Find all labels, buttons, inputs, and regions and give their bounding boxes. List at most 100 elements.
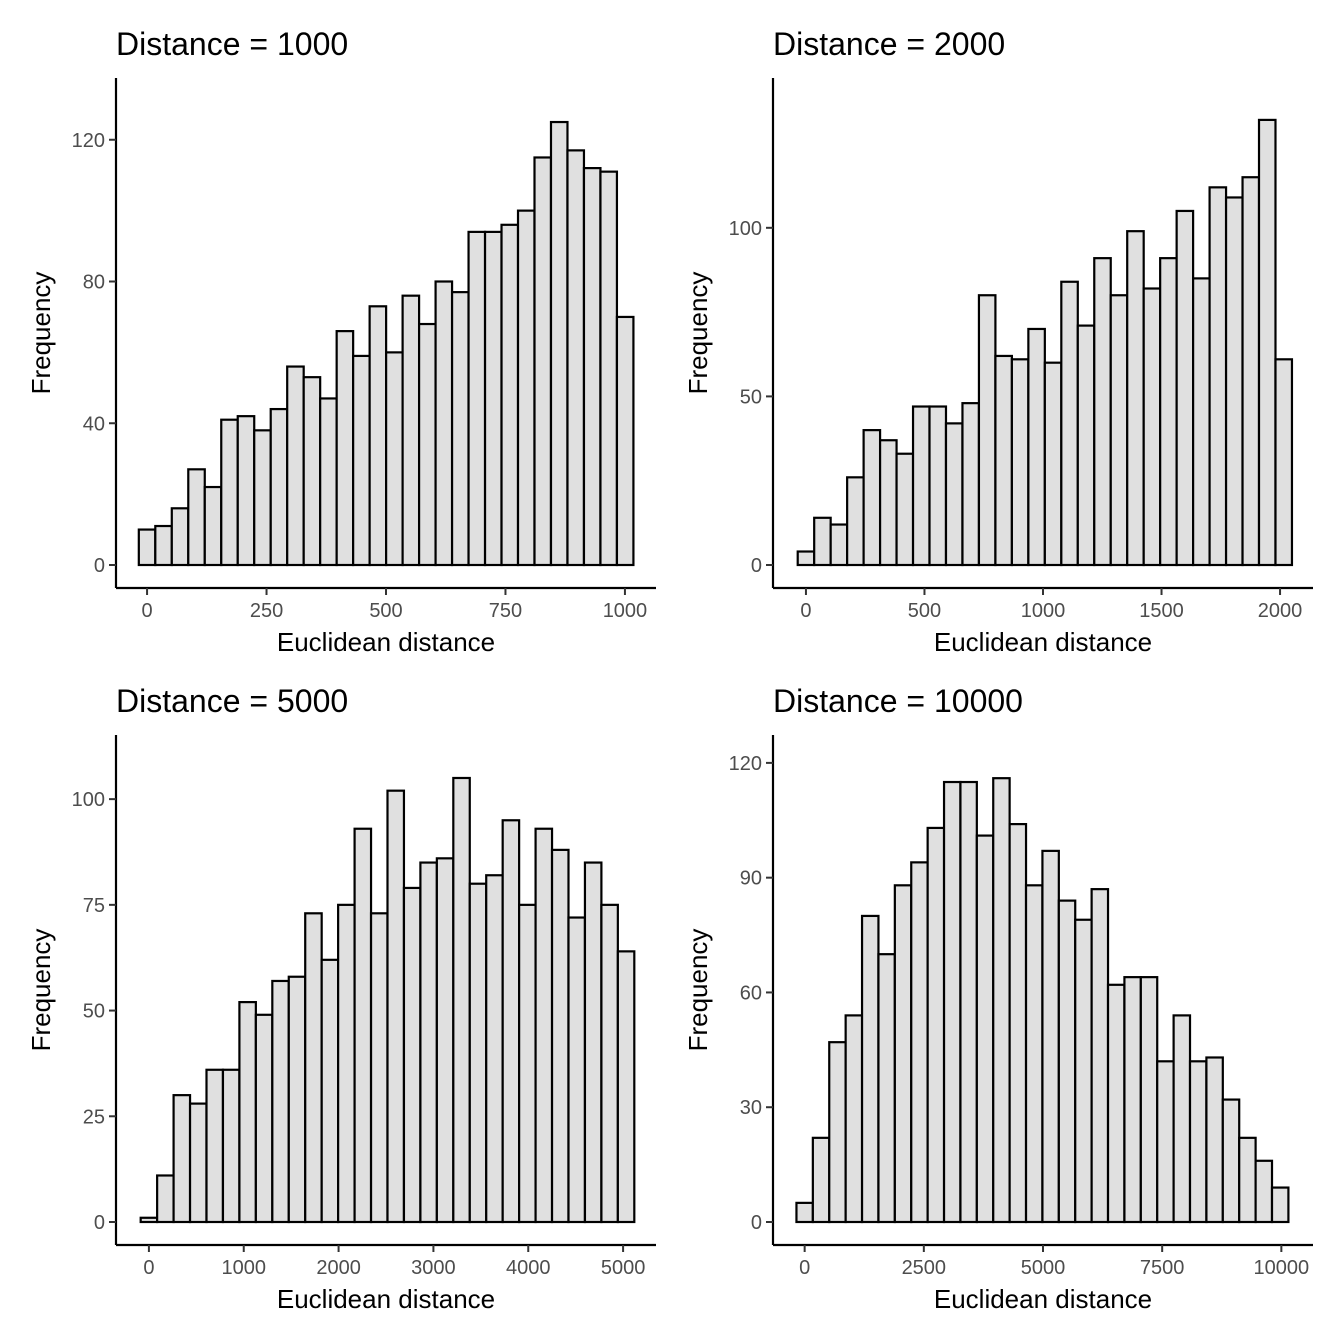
- histogram-bar: [467, 230, 487, 567]
- histogram-bar: [1172, 1014, 1192, 1224]
- histogram-bar: [1093, 257, 1112, 567]
- histogram-bar: [139, 1216, 159, 1224]
- x-tick-label: 3000: [411, 1257, 456, 1279]
- x-tick-label: 1000: [221, 1257, 266, 1279]
- histogram-bar: [1139, 976, 1159, 1224]
- y-tick-label: 60: [740, 982, 762, 1004]
- y-tick-label: 120: [72, 130, 105, 152]
- histogram-bar: [205, 1068, 225, 1224]
- histogram-bar: [533, 156, 553, 567]
- histogram-bar: [583, 861, 603, 1224]
- histogram-bar: [319, 397, 338, 567]
- histogram-bar: [1270, 1186, 1290, 1224]
- histogram-bar: [994, 354, 1013, 567]
- x-tick-label: 500: [369, 600, 402, 622]
- histogram-bar: [975, 834, 995, 1224]
- histogram-bar: [468, 882, 488, 1224]
- histogram-bar: [386, 789, 406, 1224]
- histogram-bar: [1205, 1056, 1224, 1224]
- x-tick-label: 250: [250, 600, 283, 622]
- histogram-bar: [320, 958, 340, 1224]
- histogram-bar: [1010, 358, 1030, 567]
- histogram-bar: [419, 861, 438, 1224]
- histogram-bar: [1142, 287, 1162, 567]
- histogram-bar: [203, 485, 223, 567]
- histogram-chart-5000: Distance = 5000 Euclidean distance Frequ…: [26, 683, 656, 1314]
- histogram-bar: [1024, 884, 1044, 1224]
- histogram-bar: [862, 429, 882, 567]
- histogram-bar: [353, 827, 373, 1224]
- histogram-bar: [253, 429, 272, 567]
- histogram-bar: [254, 1013, 274, 1224]
- histogram-bar: [501, 819, 521, 1224]
- histogram-bar: [1274, 358, 1294, 567]
- histogram-bar: [483, 230, 503, 567]
- histogram-bar: [1221, 1098, 1241, 1224]
- histogram-bar: [1090, 888, 1110, 1224]
- histogram-bar: [518, 903, 537, 1224]
- y-tick-label: 0: [751, 1212, 762, 1234]
- histogram-bar: [566, 149, 586, 567]
- y-tick-label: 40: [83, 413, 105, 435]
- histogram-panel-10000: Distance = 10000 Euclidean distance Freq…: [657, 657, 1329, 1329]
- x-tick-label: 750: [489, 600, 522, 622]
- histogram-bar: [811, 1136, 831, 1224]
- histogram-bar: [402, 886, 422, 1224]
- histogram-bar: [188, 1102, 208, 1224]
- histogram-chart-1000: Distance = 1000 Euclidean distance Frequ…: [26, 26, 656, 657]
- histogram-bar: [1159, 257, 1178, 567]
- histogram-bar: [1074, 918, 1093, 1224]
- x-tick-label: 2000: [316, 1257, 361, 1279]
- histogram-bar: [368, 305, 388, 567]
- histogram-bar: [1123, 976, 1142, 1224]
- histogram-bar: [895, 452, 915, 567]
- histogram-bar: [302, 376, 322, 567]
- histogram-bar: [977, 294, 997, 567]
- histogram-bar: [1238, 1136, 1257, 1224]
- histogram-bar: [944, 422, 964, 567]
- histogram-bar: [500, 223, 520, 567]
- histogram-panel-2000: Distance = 2000 Euclidean distance Frequ…: [657, 0, 1329, 672]
- histogram-bar: [1175, 209, 1195, 567]
- histogram-bar: [452, 776, 471, 1224]
- histogram-bar: [1192, 277, 1211, 567]
- histogram-bar: [434, 280, 454, 567]
- x-tick-label: 1500: [1139, 600, 1184, 622]
- histogram-bar: [269, 407, 289, 567]
- histogram-bar: [844, 1014, 864, 1224]
- chart-title: Distance = 1000: [116, 26, 348, 62]
- y-tick-label: 0: [94, 1212, 105, 1234]
- histogram-panel-1000: Distance = 1000 Euclidean distance Frequ…: [0, 0, 672, 672]
- y-tick-label: 80: [83, 272, 105, 294]
- histogram-bar: [154, 524, 173, 567]
- histogram-bar: [221, 1068, 241, 1224]
- histogram-bar: [187, 468, 206, 567]
- histogram-bar: [846, 476, 865, 567]
- histogram-bar: [959, 780, 978, 1224]
- histogram-bar: [352, 354, 371, 567]
- histogram-bar: [599, 170, 619, 567]
- histogram-bar: [911, 405, 931, 567]
- histogram-bar: [616, 950, 636, 1224]
- y-tick-label: 100: [729, 218, 762, 240]
- histogram-bar: [1008, 823, 1028, 1224]
- x-tick-label: 1000: [1021, 600, 1066, 622]
- histogram-bar: [156, 1174, 175, 1224]
- x-axis-title: Euclidean distance: [277, 627, 495, 657]
- x-tick-label: 0: [141, 600, 152, 622]
- histogram-bar: [926, 826, 946, 1224]
- histogram-bar: [335, 330, 355, 567]
- y-axis-title: Frequency: [683, 272, 713, 395]
- y-axis-title: Frequency: [26, 272, 56, 395]
- x-tick-label: 5000: [1021, 1257, 1066, 1279]
- histogram-bar: [1224, 196, 1244, 567]
- x-tick-label: 500: [908, 600, 941, 622]
- histogram-bar: [1027, 327, 1046, 567]
- y-tick-label: 120: [729, 753, 762, 775]
- histogram-bar: [813, 516, 832, 567]
- histogram-bar: [1106, 983, 1126, 1224]
- histogram-bar: [961, 402, 981, 567]
- histogram-bar: [1060, 280, 1079, 567]
- y-tick-label: 50: [83, 1001, 105, 1023]
- x-tick-label: 2000: [1258, 600, 1303, 622]
